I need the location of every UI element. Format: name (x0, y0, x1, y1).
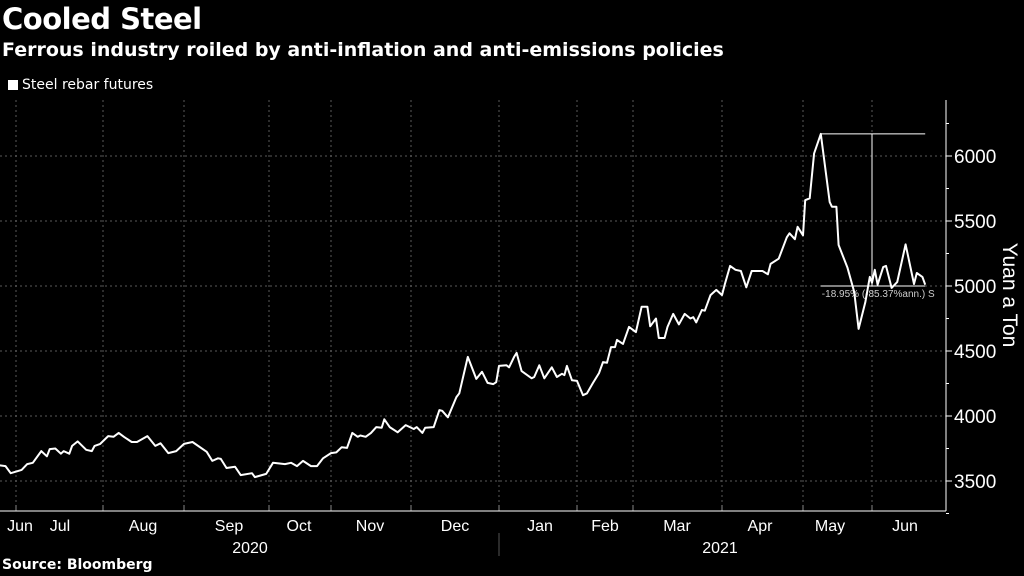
x-tick-label: May (815, 518, 845, 535)
legend-swatch (8, 80, 18, 90)
x-tick-label: Jul (50, 518, 70, 535)
y-tick-label: 5000 (954, 277, 996, 298)
year-label: 2021 (702, 540, 738, 557)
x-tick-label: Dec (441, 518, 469, 535)
x-tick-label: Apr (748, 518, 774, 535)
x-tick-label: Oct (287, 518, 312, 535)
y-tick-label: 3500 (954, 472, 996, 493)
chart-title: Cooled Steel (2, 2, 202, 36)
series-line-steel-rebar-futures (0, 132, 927, 479)
x-tick-label: Mar (663, 518, 691, 535)
y-axis-title: Yuan a Ton (998, 243, 1021, 348)
y-tick-label: 6000 (954, 147, 996, 168)
annotation-label: -18.95% (-85.37%ann.) S (822, 289, 935, 300)
y-tick-label: 4500 (954, 342, 996, 363)
legend: Steel rebar futures (8, 77, 153, 93)
y-tick-label: 5500 (954, 212, 996, 233)
legend-label: Steel rebar futures (22, 77, 154, 93)
x-tick-label: Feb (591, 518, 619, 535)
x-tick-label: Sep (215, 518, 244, 535)
source-note: Source: Bloomberg (2, 557, 153, 573)
y-tick-label: 4000 (954, 407, 996, 428)
x-tick-label: Jun (7, 518, 33, 535)
x-tick-label: Jun (892, 518, 918, 535)
year-label: 2020 (232, 540, 268, 557)
x-tick-label: Aug (129, 518, 157, 535)
x-tick-label: Jan (527, 518, 553, 535)
x-tick-label: Nov (356, 518, 384, 535)
chart-subtitle: Ferrous industry roiled by anti-inflatio… (2, 39, 724, 61)
